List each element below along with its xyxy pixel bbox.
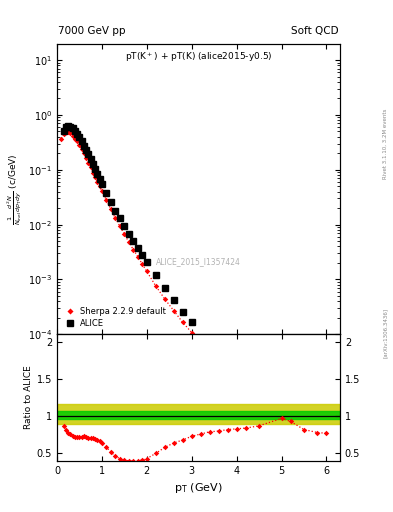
ALICE: [88, 156, 93, 162]
Sherpa 2.2.9 default: [189, 329, 194, 335]
ALICE: [279, 410, 284, 416]
Sherpa 2.2.9 default: [216, 358, 221, 364]
Bar: [57, 411, 340, 419]
Y-axis label: $\frac{1}{N_\mathrm{inel}}\frac{d^2N}{dp_\mathrm{T}dy}$ (c/GeV): $\frac{1}{N_\mathrm{inel}}\frac{d^2N}{dp…: [6, 153, 24, 225]
Sherpa 2.2.9 default: [131, 247, 136, 253]
Sherpa 2.2.9 default: [225, 366, 230, 372]
ALICE: [131, 238, 136, 244]
Sherpa 2.2.9 default: [84, 155, 88, 161]
Legend: Sherpa 2.2.9 default, ALICE: Sherpa 2.2.9 default, ALICE: [61, 305, 169, 330]
Sherpa 2.2.9 default: [79, 146, 84, 152]
Sherpa 2.2.9 default: [59, 136, 64, 142]
Sherpa 2.2.9 default: [153, 283, 158, 289]
Line: Sherpa 2.2.9 default: Sherpa 2.2.9 default: [59, 130, 329, 468]
ALICE: [95, 171, 100, 177]
ALICE: [122, 223, 127, 229]
ALICE: [99, 181, 104, 187]
ALICE: [108, 199, 113, 205]
ALICE: [79, 138, 84, 144]
ALICE: [324, 450, 329, 456]
ALICE: [82, 143, 86, 149]
Sherpa 2.2.9 default: [93, 174, 97, 180]
Sherpa 2.2.9 default: [145, 268, 149, 274]
ALICE: [302, 430, 307, 436]
ALICE: [118, 216, 122, 222]
ALICE: [73, 128, 77, 134]
ALICE: [171, 297, 176, 303]
Sherpa 2.2.9 default: [68, 131, 73, 137]
ALICE: [180, 309, 185, 315]
Text: 7000 GeV pp: 7000 GeV pp: [58, 26, 126, 36]
Text: [arXiv:1306.3436]: [arXiv:1306.3436]: [383, 308, 387, 358]
Sherpa 2.2.9 default: [127, 239, 131, 245]
Sherpa 2.2.9 default: [97, 183, 102, 189]
Sherpa 2.2.9 default: [118, 223, 122, 229]
ALICE: [189, 319, 194, 326]
Text: pT(K$^+$) + pT(K) (alice2015-y0.5): pT(K$^+$) + pT(K) (alice2015-y0.5): [125, 51, 272, 65]
Sherpa 2.2.9 default: [198, 339, 203, 345]
Sherpa 2.2.9 default: [86, 160, 91, 166]
ALICE: [68, 123, 73, 130]
ALICE: [66, 123, 71, 129]
ALICE: [113, 207, 118, 214]
ALICE: [234, 366, 239, 372]
Sherpa 2.2.9 default: [140, 261, 145, 267]
Text: Rivet 3.1.10, 3.2M events: Rivet 3.1.10, 3.2M events: [383, 108, 387, 179]
Sherpa 2.2.9 default: [70, 133, 75, 139]
Sherpa 2.2.9 default: [257, 397, 261, 403]
ALICE: [162, 285, 167, 291]
Bar: [57, 403, 340, 424]
ALICE: [86, 152, 91, 158]
ALICE: [136, 245, 140, 251]
ALICE: [93, 166, 97, 173]
Sherpa 2.2.9 default: [64, 129, 68, 135]
Sherpa 2.2.9 default: [99, 188, 104, 194]
Sherpa 2.2.9 default: [324, 463, 329, 469]
Sherpa 2.2.9 default: [208, 349, 212, 355]
Text: Soft QCD: Soft QCD: [291, 26, 339, 36]
Sherpa 2.2.9 default: [66, 129, 71, 135]
Sherpa 2.2.9 default: [108, 206, 113, 212]
Sherpa 2.2.9 default: [243, 384, 248, 390]
ALICE: [75, 131, 79, 137]
Sherpa 2.2.9 default: [171, 308, 176, 314]
ALICE: [90, 161, 95, 167]
Line: ALICE: ALICE: [61, 123, 329, 455]
ALICE: [153, 272, 158, 278]
Sherpa 2.2.9 default: [88, 164, 93, 170]
ALICE: [257, 388, 261, 394]
Text: ALICE_2015_I1357424: ALICE_2015_I1357424: [156, 257, 241, 266]
Sherpa 2.2.9 default: [279, 420, 284, 426]
ALICE: [212, 344, 217, 350]
Sherpa 2.2.9 default: [95, 179, 100, 185]
ALICE: [104, 190, 109, 196]
Sherpa 2.2.9 default: [75, 138, 79, 144]
Sherpa 2.2.9 default: [113, 216, 118, 222]
Y-axis label: Ratio to ALICE: Ratio to ALICE: [24, 366, 33, 430]
Sherpa 2.2.9 default: [122, 231, 127, 237]
ALICE: [140, 252, 145, 258]
ALICE: [77, 134, 82, 140]
ALICE: [84, 147, 88, 153]
X-axis label: p$_\mathrm{T}$ (GeV): p$_\mathrm{T}$ (GeV): [174, 481, 223, 495]
Sherpa 2.2.9 default: [73, 136, 77, 142]
ALICE: [127, 231, 131, 237]
Sherpa 2.2.9 default: [302, 442, 307, 448]
Sherpa 2.2.9 default: [162, 296, 167, 302]
Sherpa 2.2.9 default: [180, 319, 185, 326]
Sherpa 2.2.9 default: [136, 253, 140, 260]
ALICE: [61, 129, 66, 135]
Sherpa 2.2.9 default: [61, 132, 66, 138]
ALICE: [70, 125, 75, 132]
Sherpa 2.2.9 default: [77, 142, 82, 148]
Sherpa 2.2.9 default: [90, 169, 95, 176]
Sherpa 2.2.9 default: [82, 150, 86, 156]
ALICE: [97, 176, 102, 182]
Sherpa 2.2.9 default: [234, 375, 239, 381]
ALICE: [145, 259, 149, 265]
ALICE: [64, 124, 68, 130]
Sherpa 2.2.9 default: [104, 197, 109, 203]
